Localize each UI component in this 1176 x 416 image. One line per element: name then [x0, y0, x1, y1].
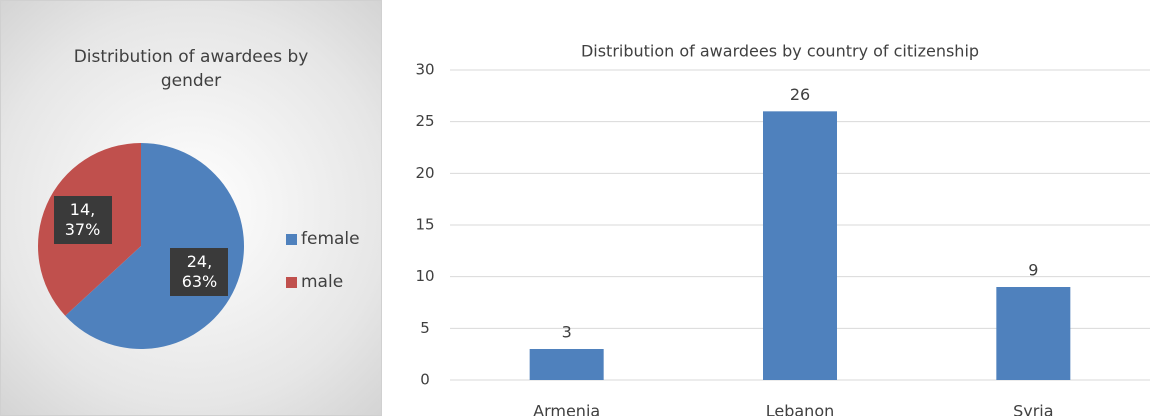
y-tick-label: 0 — [420, 371, 430, 389]
pie-slice — [65, 143, 245, 349]
y-tick-label: 30 — [415, 61, 434, 79]
x-tick-label: Syria — [1013, 402, 1053, 416]
y-tick-label: 10 — [415, 267, 434, 285]
legend-label: female — [301, 229, 360, 249]
bar — [763, 111, 837, 380]
x-tick-label: Lebanon — [766, 402, 835, 416]
data-label: 24, 63% — [170, 247, 229, 296]
y-tick-label: 5 — [420, 319, 430, 337]
y-tick-label: 20 — [415, 164, 434, 182]
x-tick-label: Armenia — [533, 402, 600, 416]
bar-chart: Distribution of awardees by country of c… — [415, 42, 1150, 416]
legend-label: male — [301, 272, 344, 292]
data-label: 14, 37% — [53, 196, 112, 245]
legend-swatch — [286, 233, 297, 245]
bar — [529, 349, 604, 380]
legend-swatch — [286, 276, 297, 288]
y-tick-label: 25 — [415, 112, 434, 130]
pie-panel: Distribution of awardees by gender 24, 6… — [0, 0, 382, 416]
data-label: 9 — [1028, 261, 1038, 280]
legend-item: female — [286, 229, 360, 249]
chart-title: Distribution of awardees by gender — [73, 47, 309, 91]
legend-item: male — [286, 272, 343, 292]
bar — [996, 287, 1071, 380]
data-label: 26 — [790, 85, 810, 104]
data-label: 3 — [562, 323, 572, 342]
chart-title: Distribution of awardees by country of c… — [581, 42, 979, 61]
y-tick-label: 15 — [415, 216, 434, 234]
